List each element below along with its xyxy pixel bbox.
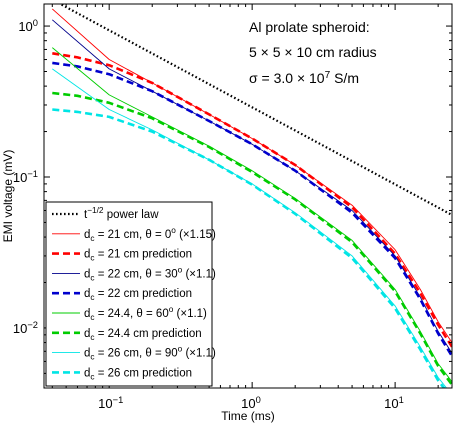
annotation-line-0: Al prolate spheroid: — [249, 19, 370, 35]
legend-entry-7: dc = 26 cm, θ = 90o (×1.1) — [84, 345, 216, 362]
x-tick-label: 10−1 — [98, 395, 123, 411]
legend-box — [45, 201, 213, 387]
legend-entry-8: dc = 26 cm prediction — [84, 367, 192, 381]
annotation-block: Al prolate spheroid: 5 × 5 × 10 cm radius… — [249, 19, 377, 86]
y-tick-label: 10−2 — [13, 320, 38, 336]
legend: t−1/2 power law dc = 21 cm, θ = 0o (×1.15… — [45, 201, 216, 387]
y-tick-label: 10−1 — [13, 169, 38, 185]
x-tick-label: 100 — [241, 395, 261, 411]
legend-entry-6: dc = 24.4 cm prediction — [84, 328, 202, 342]
series-layer — [52, 4, 452, 388]
series-line-8 — [52, 108, 446, 388]
legend-entry-4: dc = 22 cm prediction — [84, 288, 192, 302]
legend-entry-0: t−1/2 power law — [84, 206, 159, 221]
legend-entry-3: dc = 22 cm, θ = 30o (×1.1) — [84, 265, 216, 282]
x-tick-label: 101 — [384, 395, 404, 411]
legend-entry-2: dc = 21 cm prediction — [84, 249, 192, 263]
y-axis-title: EMI voltage (mV) — [1, 150, 15, 243]
series-line-2 — [52, 52, 452, 348]
series-line-0 — [58, 4, 452, 216]
annotation-line-1: 5 × 5 × 10 cm radius — [249, 44, 377, 60]
series-line-6 — [52, 91, 452, 386]
annotation-line-2: σ = 3.0 × 107 S/m — [249, 70, 359, 86]
plot-frame — [43, 3, 453, 389]
legend-entry-1: dc = 21 cm, θ = 0o (×1.15) — [84, 226, 216, 243]
y-tick-label: 100 — [18, 18, 38, 34]
x-axis-title: Time (ms) — [221, 409, 275, 423]
legend-entry-5: dc = 24.4, θ = 60o (×1.1) — [84, 305, 207, 322]
series-line-4 — [52, 61, 452, 357]
